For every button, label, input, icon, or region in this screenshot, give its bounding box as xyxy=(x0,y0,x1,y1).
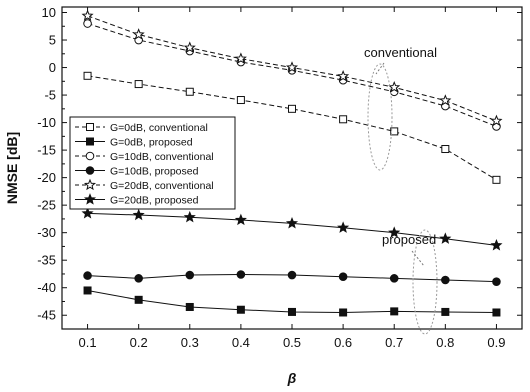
data-point xyxy=(84,72,91,79)
data-point xyxy=(134,210,144,219)
x-tick-label: 0.4 xyxy=(232,335,250,350)
data-point xyxy=(340,309,347,316)
legend-marker xyxy=(87,138,94,145)
legend-label: G=20dB, proposed xyxy=(110,195,199,207)
x-tick-label: 0.1 xyxy=(79,335,97,350)
data-point xyxy=(390,275,398,283)
y-tick-label: -35 xyxy=(37,253,56,268)
y-tick-label: 10 xyxy=(42,5,56,20)
data-point xyxy=(237,97,244,104)
series-3 xyxy=(84,20,500,131)
data-point xyxy=(288,271,296,279)
series-4 xyxy=(84,271,500,286)
proposed-annotation: proposed xyxy=(382,232,436,247)
data-point xyxy=(186,88,193,95)
x-tick-label: 0.8 xyxy=(436,335,454,350)
series-2 xyxy=(84,287,500,316)
data-point xyxy=(83,11,93,20)
y-tick-label: -30 xyxy=(37,225,56,240)
data-point xyxy=(492,240,502,249)
data-point xyxy=(186,271,194,279)
y-tick-label: 5 xyxy=(49,33,56,48)
data-point xyxy=(83,208,93,217)
x-tick-label: 0.3 xyxy=(181,335,199,350)
data-point xyxy=(287,218,297,227)
y-tick-label: -20 xyxy=(37,170,56,185)
y-tick-label: -10 xyxy=(37,115,56,130)
data-point xyxy=(185,212,195,221)
x-axis-title: β xyxy=(287,370,297,386)
x-tick-label: 0.5 xyxy=(283,335,301,350)
data-point xyxy=(289,308,296,315)
data-point xyxy=(135,81,142,88)
legend: G=0dB, conventional G=0dB, proposed G=10dB… xyxy=(70,117,235,209)
series-6 xyxy=(83,208,501,249)
legend-label: G=10dB, proposed xyxy=(110,166,199,178)
x-tick-label: 0.2 xyxy=(130,335,148,350)
data-point xyxy=(135,275,143,283)
legend-label: G=20dB, conventional xyxy=(110,180,214,192)
y-axis-title: NMSE [dB] xyxy=(4,132,20,204)
y-tick-label: -25 xyxy=(37,198,56,213)
data-point xyxy=(441,234,451,243)
legend-marker xyxy=(86,167,94,175)
data-point xyxy=(340,116,347,123)
data-point xyxy=(442,146,449,153)
legend-label: G=10dB, conventional xyxy=(110,151,214,163)
data-point xyxy=(289,105,296,112)
data-point xyxy=(135,296,142,303)
x-tick-label: 0.7 xyxy=(385,335,403,350)
data-point xyxy=(84,272,92,280)
legend-label: G=0dB, conventional xyxy=(110,122,208,134)
data-point xyxy=(236,215,246,224)
data-point xyxy=(493,278,501,286)
data-point xyxy=(237,271,245,279)
x-tick-label: 0.6 xyxy=(334,335,352,350)
data-point xyxy=(493,176,500,183)
data-point xyxy=(493,309,500,316)
y-tick-label: -40 xyxy=(37,280,56,295)
conventional-annotation: conventional xyxy=(364,45,437,60)
conventional-pointer-line xyxy=(376,63,384,74)
x-tick-label: 0.9 xyxy=(487,335,505,350)
data-point xyxy=(442,308,449,315)
data-point xyxy=(441,96,451,105)
data-point xyxy=(134,30,144,39)
data-point xyxy=(237,306,244,313)
conventional-ellipse xyxy=(368,64,392,170)
y-tick-label: -15 xyxy=(37,143,56,158)
data-point xyxy=(442,276,450,284)
legend-label: G=0dB, proposed xyxy=(110,137,193,149)
data-point xyxy=(492,116,502,125)
y-tick-label: 0 xyxy=(49,60,56,75)
y-tick-label: -45 xyxy=(37,308,56,323)
y-tick-label: -5 xyxy=(44,88,56,103)
data-point xyxy=(339,273,347,281)
data-point xyxy=(186,303,193,310)
legend-marker xyxy=(87,124,94,131)
data-point xyxy=(338,223,348,232)
data-point xyxy=(391,308,398,315)
annotation-layer: conventional proposed xyxy=(364,45,437,334)
legend-marker xyxy=(86,152,94,160)
data-point xyxy=(84,20,92,28)
data-point xyxy=(84,287,91,294)
